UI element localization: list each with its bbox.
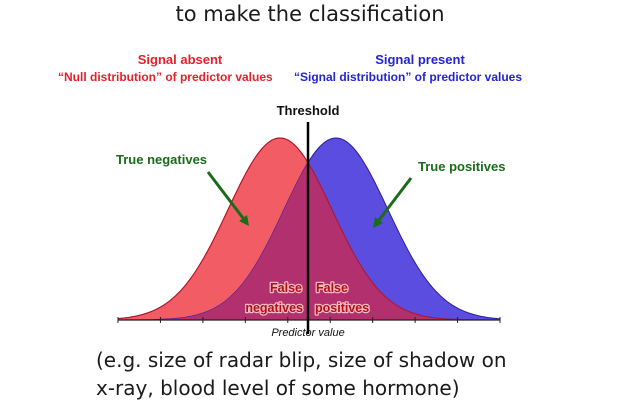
false-positives-line2: positives: [315, 301, 369, 315]
true-negatives-label: True negatives: [116, 152, 207, 167]
footer-line-2: x-ray, blood level of some hormone): [96, 376, 460, 400]
slide-heading: to make the classification: [175, 2, 445, 26]
false-positives-line1: False: [316, 281, 348, 295]
threshold-label: Threshold: [277, 103, 340, 118]
false-negatives-line2: negatives: [245, 301, 303, 315]
signal-distribution-label: “Signal distribution” of predictor value…: [294, 70, 523, 84]
axis-ticks: [117, 317, 501, 323]
footer-examples: (e.g. size of radar blip, size of shadow…: [96, 346, 556, 402]
footer-line-1: (e.g. size of radar blip, size of shadow…: [96, 348, 507, 372]
null-distribution-label: “Null distribution” of predictor values: [58, 70, 273, 84]
false-negatives-line1: False: [270, 281, 302, 295]
signal-present-title: Signal present: [375, 52, 465, 67]
signal-absent-title: Signal absent: [137, 52, 223, 67]
true-negatives-arrow: [206, 171, 250, 226]
true-positives-arrow: [372, 177, 413, 228]
axis-label: Predictor value: [271, 327, 344, 339]
true-positives-label: True positives: [418, 159, 505, 174]
